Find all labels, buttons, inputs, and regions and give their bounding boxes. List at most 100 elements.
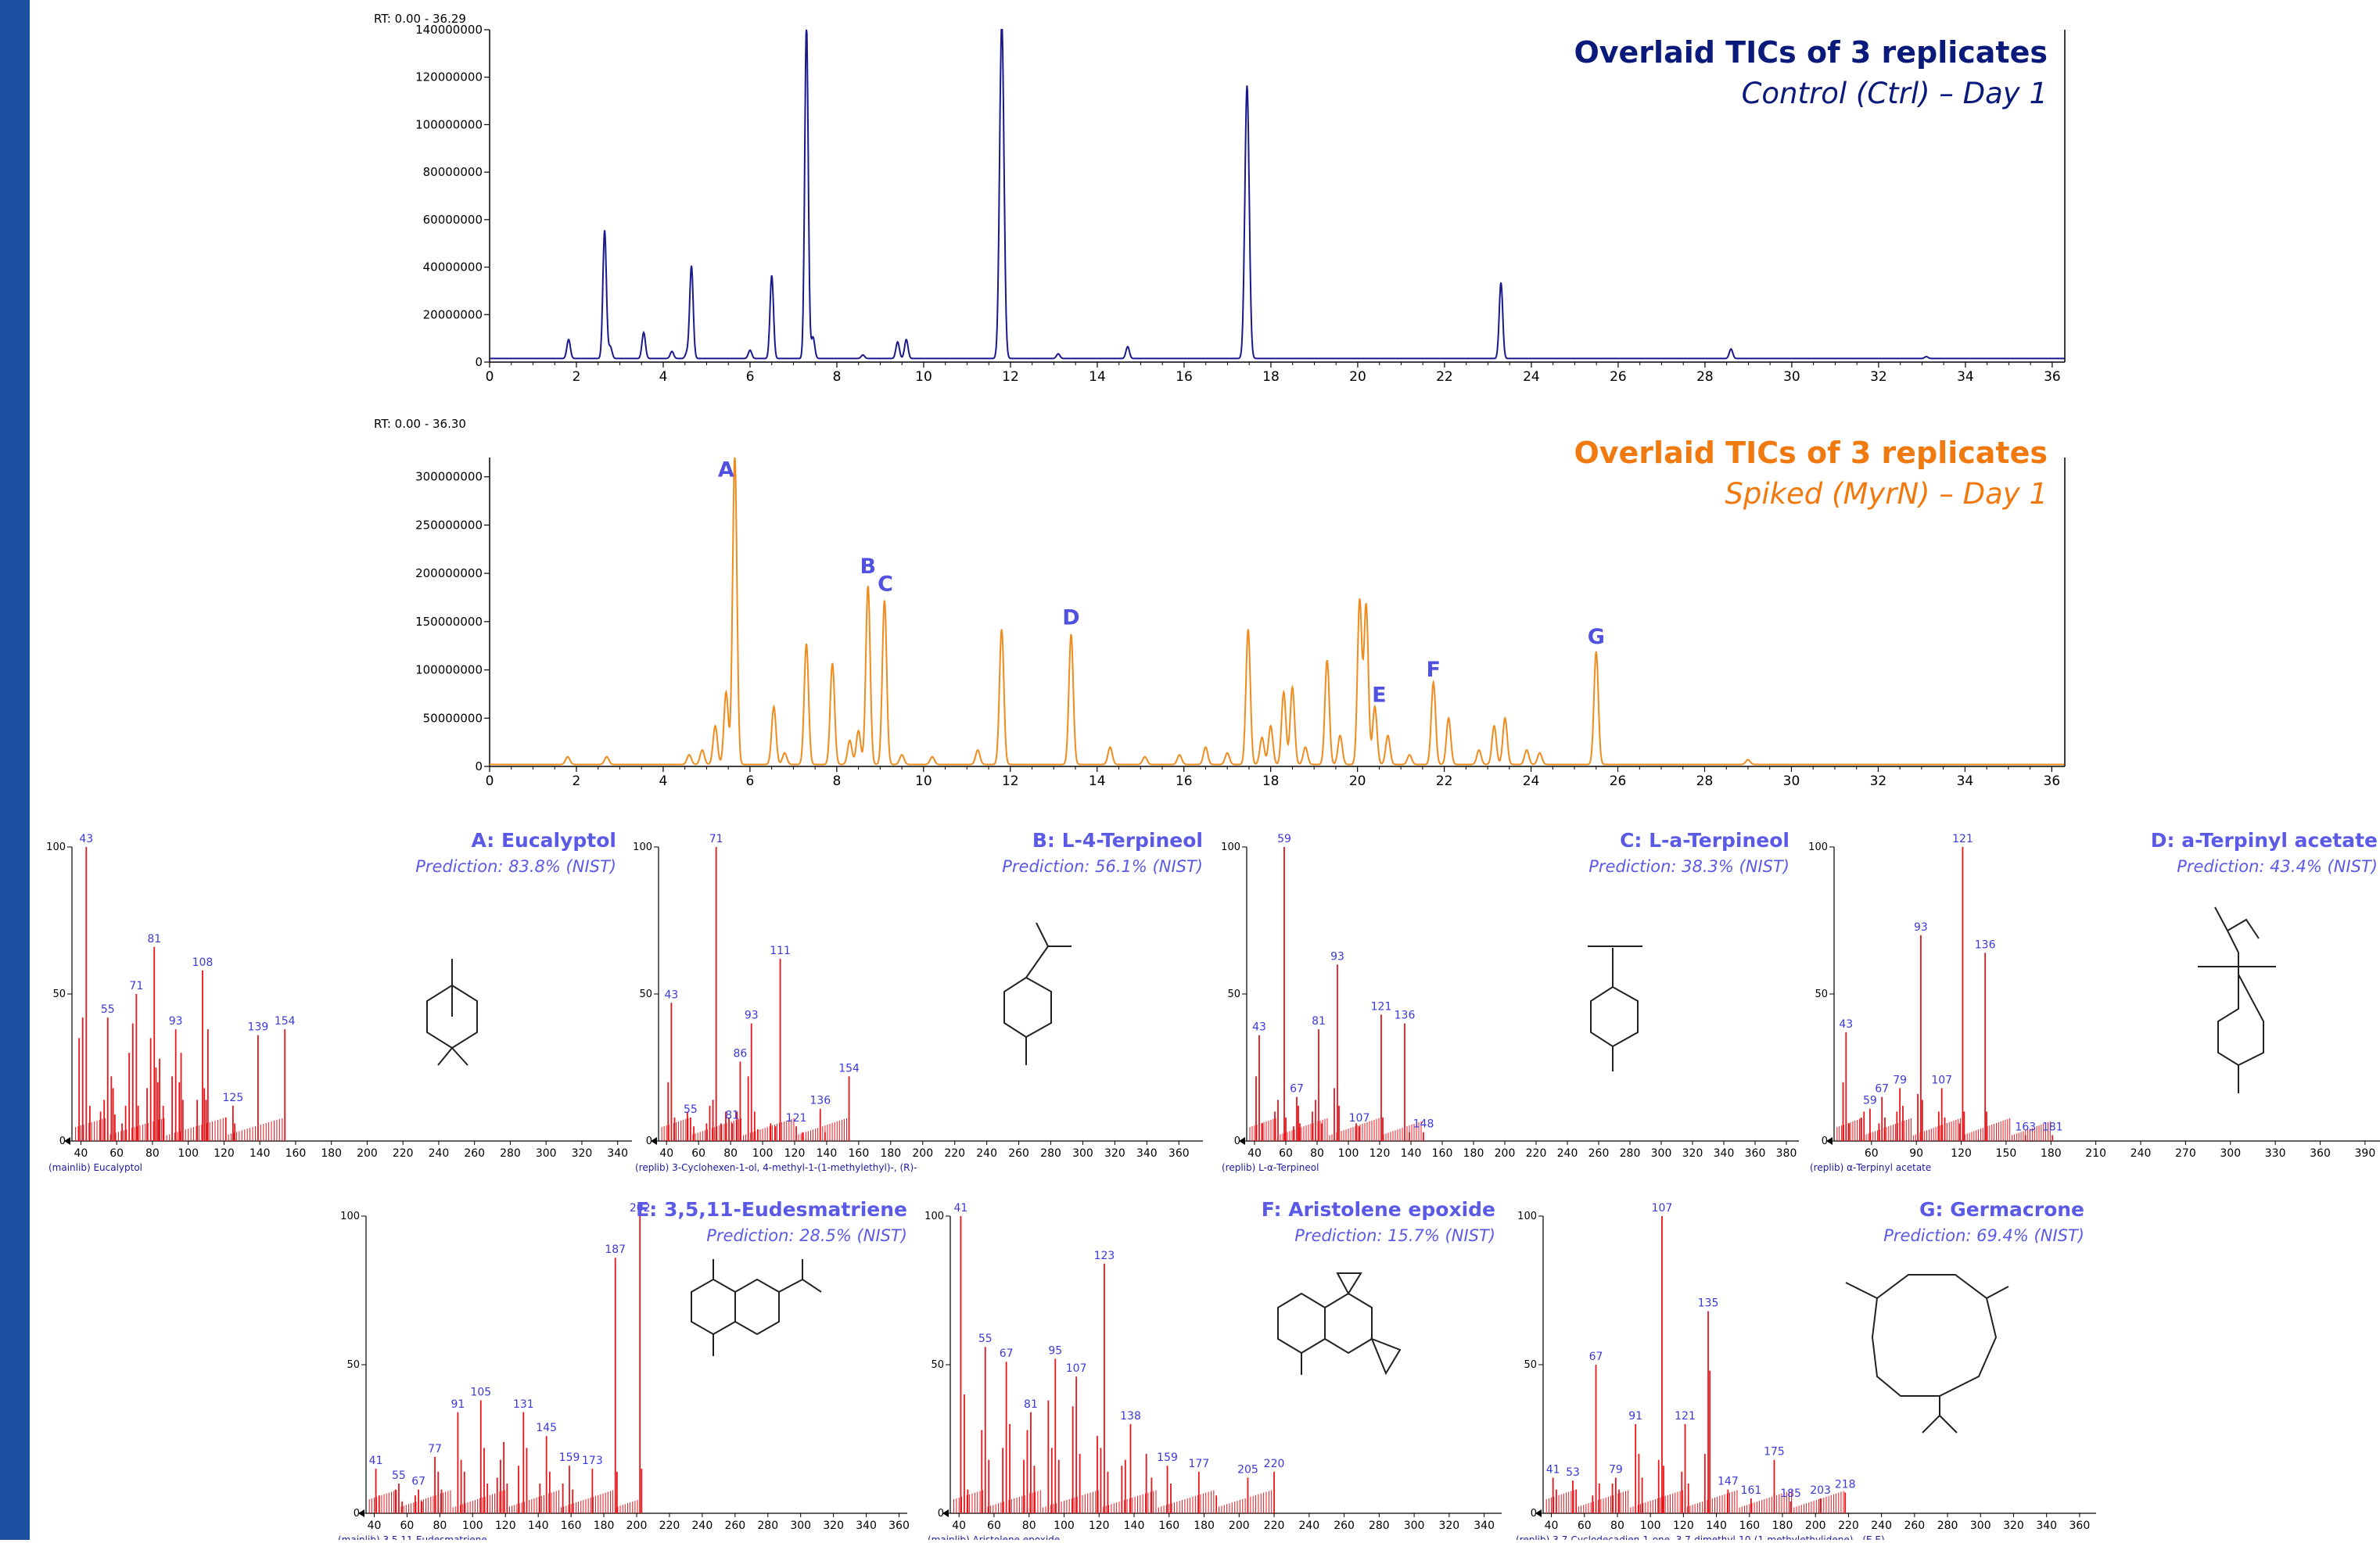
y-tick-label: 0 [938,1508,944,1520]
x-tick-label: 10 [915,773,932,789]
x-tick-label: 100 [178,1147,199,1160]
x-tick-label: 340 [1474,1520,1495,1532]
peak-mz-label: 91 [451,1398,465,1411]
spectrum-subtitle: Prediction: 43.4% (NIST) [2177,857,2378,876]
y-tick-label: 50 [1815,989,1828,1000]
x-tick-label: 90 [1909,1147,1923,1160]
y-tick-label: 250000000 [415,518,483,532]
x-tick-label: 36 [2044,369,2061,385]
peak-mz-label: 93 [169,1015,183,1028]
library-caption: (mainlib) Eucalyptol [48,1162,142,1173]
peak-mz-label: 81 [1024,1398,1038,1411]
x-tick-label: 220 [1264,1520,1285,1532]
structure-eudesmatriene-icon [691,1259,822,1356]
tic-trace-line [490,29,2065,360]
y-tick-label: 100 [1517,1211,1537,1222]
x-tick-label: 280 [500,1147,521,1160]
peak-mz-label: 173 [582,1455,603,1467]
peak-mz-label: 135 [1698,1297,1719,1310]
peak-mz-label: 107 [1652,1202,1673,1215]
peak-mz-label: 93 [1914,921,1928,934]
x-tick-label: 60 [1279,1147,1293,1160]
x-tick-label: 120 [1673,1520,1694,1532]
y-tick-label: 140000000 [415,23,483,37]
peak-mz-label: 81 [147,933,161,946]
x-tick-label: 4 [659,773,668,789]
chart-subtitle: Control (Ctrl) – Day 1 [1742,77,2048,110]
x-tick-label: 240 [976,1147,997,1160]
x-tick-label: 200 [357,1147,378,1160]
x-tick-label: 40 [952,1520,966,1532]
peak-mz-label: 177 [1188,1458,1209,1470]
x-tick-label: 320 [2003,1520,2024,1532]
peak-mz-label: 105 [470,1387,491,1399]
y-tick-label: 100000000 [415,663,483,677]
x-tick-label: 340 [1714,1147,1735,1160]
peak-mz-label: 161 [1741,1484,1762,1497]
peak-mz-label: 41 [369,1455,383,1467]
x-tick-label: 18 [1262,369,1280,385]
x-tick-label: 80 [723,1147,738,1160]
peak-mz-label: 107 [1066,1362,1087,1375]
x-tick-label: 240 [1298,1520,1319,1532]
spectrum-title: E: 3,5,11-Eudesmatriene [636,1198,907,1221]
x-tick-label: 380 [1776,1147,1797,1160]
y-tick-label: 150000000 [415,615,483,629]
x-tick-label: 60 [400,1520,415,1532]
peak-mz-label: 71 [129,980,143,992]
x-tick-label: 210 [2085,1147,2106,1160]
x-tick-label: 280 [1937,1520,1958,1532]
peak-mz-label: 148 [1413,1118,1434,1131]
x-tick-label: 12 [1002,773,1019,789]
x-tick-label: 120 [784,1147,806,1160]
library-caption: (replib) 3-Cyclohexen-1-ol, 4-methyl-1-(… [635,1162,917,1173]
x-tick-label: 80 [145,1147,160,1160]
peak-mz-label: 218 [1835,1478,1856,1491]
x-tick-label: 0 [486,773,494,789]
y-tick-label: 100 [1808,841,1828,853]
x-tick-label: 220 [393,1147,414,1160]
y-tick-label: 100 [46,841,66,853]
library-caption: (replib) 3,7-Cyclodecadien-1-one, 3,7-di… [1516,1534,1888,1540]
peak-mz-label: 81 [1312,1015,1326,1028]
x-tick-label: 280 [1040,1147,1061,1160]
peak-mz-label: 107 [1349,1112,1370,1125]
x-tick-label: 40 [1247,1147,1262,1160]
peak-mz-label: 53 [1566,1466,1580,1479]
x-tick-label: 180 [880,1147,901,1160]
peak-mz-label: 67 [1875,1083,1889,1096]
x-tick-label: 60 [987,1520,1001,1532]
peak-label: E [1372,683,1386,707]
spectrum-ms-a: 0 50 100 40 60 80 100 120 140 160 180 200 220 240 260 2… [46,829,632,1173]
x-tick-label: 40 [74,1147,88,1160]
x-tick-label: 220 [1526,1147,1547,1160]
peak-mz-label: 136 [809,1095,831,1107]
x-tick-label: 220 [1838,1520,1859,1532]
chart-subtitle: Spiked (MyrN) – Day 1 [1725,477,2048,511]
x-tick-label: 300 [1970,1520,1991,1532]
x-tick-label: 300 [1404,1520,1425,1532]
peak-mz-label: 55 [101,1003,115,1016]
peak-mz-label: 67 [1589,1351,1603,1363]
peak-mz-label: 93 [1330,950,1344,963]
peak-mz-label: 139 [248,1021,269,1034]
spectrum-subtitle: Prediction: 56.1% (NIST) [1002,857,1203,876]
y-tick-label: 50 [931,1359,944,1371]
x-tick-label: 260 [1904,1520,1925,1532]
x-tick-label: 14 [1089,773,1106,789]
x-tick-label: 160 [849,1147,870,1160]
x-tick-label: 360 [1168,1147,1190,1160]
x-tick-label: 40 [1545,1520,1559,1532]
y-tick-label: 50 [1227,989,1240,1000]
x-tick-label: 320 [1438,1520,1459,1532]
x-tick-label: 8 [832,773,841,789]
x-tick-label: 160 [1158,1520,1179,1532]
peak-mz-label: 67 [1000,1347,1014,1360]
y-tick-label: 0 [475,355,483,369]
x-tick-label: 40 [368,1520,382,1532]
x-tick-label: 300 [1072,1147,1093,1160]
peak-mz-label: 86 [733,1047,747,1060]
peak-label: A [718,458,734,483]
peak-mz-label: 43 [1252,1021,1266,1034]
structure-alpha-terpineol-icon-bonds [1588,946,1642,1071]
